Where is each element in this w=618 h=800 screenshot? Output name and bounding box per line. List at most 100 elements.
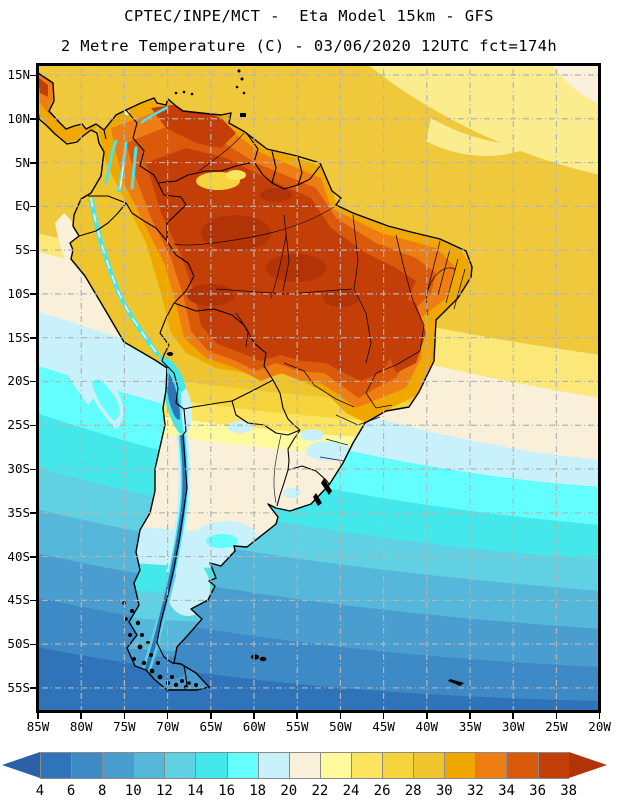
lat-tick-label: 50S <box>7 636 30 652</box>
lon-tick <box>166 713 169 719</box>
grid-layer <box>37 65 601 711</box>
lon-tick-label: 30W <box>501 719 525 734</box>
lat-tick-label: 25S <box>7 417 30 433</box>
lat-tick <box>30 380 36 383</box>
lat-tick <box>30 74 36 76</box>
lon-tick <box>80 713 82 719</box>
lat-tick-label: 15N <box>7 67 30 82</box>
lat-tick-label: 35S <box>7 504 30 520</box>
colorbar-segment <box>382 752 414 779</box>
lon-tick-label: 35W <box>458 719 482 734</box>
colorbar-tick-label: 32 <box>466 783 484 799</box>
colorbar-tick-label: 20 <box>280 783 298 799</box>
lat-tick <box>30 162 36 164</box>
lat-tick-label: 45S <box>7 592 30 608</box>
colorbar-segment <box>319 752 351 779</box>
colorbar-segment <box>195 752 227 779</box>
lat-tick-label: EQ <box>14 198 30 214</box>
lat-tick <box>30 643 36 646</box>
lat-tick-label: 40S <box>7 548 30 564</box>
colorbar-segment <box>537 752 569 779</box>
border-layer <box>78 109 466 689</box>
colorbar-tick-label: 22 <box>311 783 329 799</box>
lat-tick <box>30 468 36 471</box>
colorbar-segment <box>257 752 289 779</box>
lat-tick <box>30 337 36 339</box>
colorbar-segment <box>288 752 320 779</box>
colorbar-tick-label: 10 <box>124 783 142 799</box>
lat-tick <box>30 512 36 514</box>
colorbar-segment <box>506 752 538 779</box>
lon-tick-label: 55W <box>285 719 309 734</box>
lat-tick <box>30 424 36 427</box>
lon-tick-label: 70W <box>156 719 179 734</box>
colorbar-tick-label: 26 <box>373 783 391 799</box>
lon-tick-label: 45W <box>372 719 395 734</box>
lat-tick-label: 10S <box>7 285 30 301</box>
map-title: CPTEC/INPE/MCT - Eta Model 15km - GFS <box>124 7 494 25</box>
map-subtitle: 2 Metre Temperature (C) - 03/06/2020 12U… <box>60 37 558 55</box>
lon-tick-label: 80W <box>69 719 93 734</box>
island-specks <box>122 69 464 689</box>
colorbar-tick-label: 6 <box>66 783 76 799</box>
lon-tick <box>210 713 212 719</box>
lon-tick <box>598 713 601 719</box>
colorbar-tick-label: 4 <box>35 783 45 799</box>
colorbar-tick-label: 24 <box>342 783 360 799</box>
lat-tick-label: 5S <box>14 242 30 258</box>
colorbar-tick-label: 38 <box>560 783 578 799</box>
colorbar-segment <box>444 752 476 779</box>
lon-tick-label: 60W <box>242 719 266 734</box>
temperature-map <box>36 63 601 713</box>
lat-tick-label: 30S <box>7 461 30 477</box>
colorbar-segment <box>350 752 383 779</box>
lat-tick-label: 20S <box>7 373 30 389</box>
colorbar-tick-label: 14 <box>187 783 204 799</box>
lon-tick-label: 85W <box>26 719 50 734</box>
lon-tick <box>469 713 471 719</box>
lon-tick <box>253 713 255 719</box>
map-area <box>36 63 601 713</box>
lon-tick <box>296 713 298 719</box>
lon-tick-label: 75W <box>113 719 136 734</box>
colorbar-tick-label: 12 <box>155 783 173 799</box>
lon-tick-label: 50W <box>329 719 352 734</box>
lat-tick-label: 5N <box>14 154 30 170</box>
lon-tick <box>339 713 342 719</box>
colorbar-segment <box>71 752 103 779</box>
colorbar-tick-label: 8 <box>97 783 107 799</box>
lon-tick <box>37 713 39 719</box>
colorbar-segment <box>40 752 72 779</box>
colorbar-segment <box>226 752 258 779</box>
lon-tick-label: 40W <box>415 719 439 734</box>
colorbar-segment <box>475 752 507 779</box>
colorbar-tick-label: 34 <box>498 783 515 799</box>
colorbar-segment <box>133 752 165 779</box>
lon-tick <box>426 713 428 719</box>
lat-tick <box>30 556 36 558</box>
lon-tick-label: 20W <box>588 719 611 734</box>
lon-tick-label: 65W <box>199 719 223 734</box>
lat-tick-label: 15S <box>7 329 30 345</box>
colorbar-arrow-below-min <box>2 752 40 778</box>
lat-tick <box>30 205 36 208</box>
lat-tick <box>30 293 36 295</box>
colorbar-tick-label: 36 <box>529 783 547 799</box>
colorbar-tick-label: 30 <box>435 783 453 799</box>
colorbar-tick-label: 16 <box>218 783 236 799</box>
lat-tick <box>30 687 36 689</box>
map-frame <box>36 63 601 713</box>
colorbar-segment <box>413 752 445 779</box>
lat-tick-label: 10N <box>7 110 30 126</box>
colorbar-tick-label: 28 <box>404 783 422 799</box>
lon-tick <box>382 713 385 719</box>
lat-tick <box>30 249 36 252</box>
lon-tick-label: 25W <box>545 719 568 734</box>
lat-tick <box>30 599 36 602</box>
colorbar-segment <box>102 752 134 779</box>
colorbar <box>2 752 607 779</box>
lon-tick <box>555 713 558 719</box>
colorbar-arrow-above-max <box>568 752 607 778</box>
lat-tick <box>30 118 36 120</box>
